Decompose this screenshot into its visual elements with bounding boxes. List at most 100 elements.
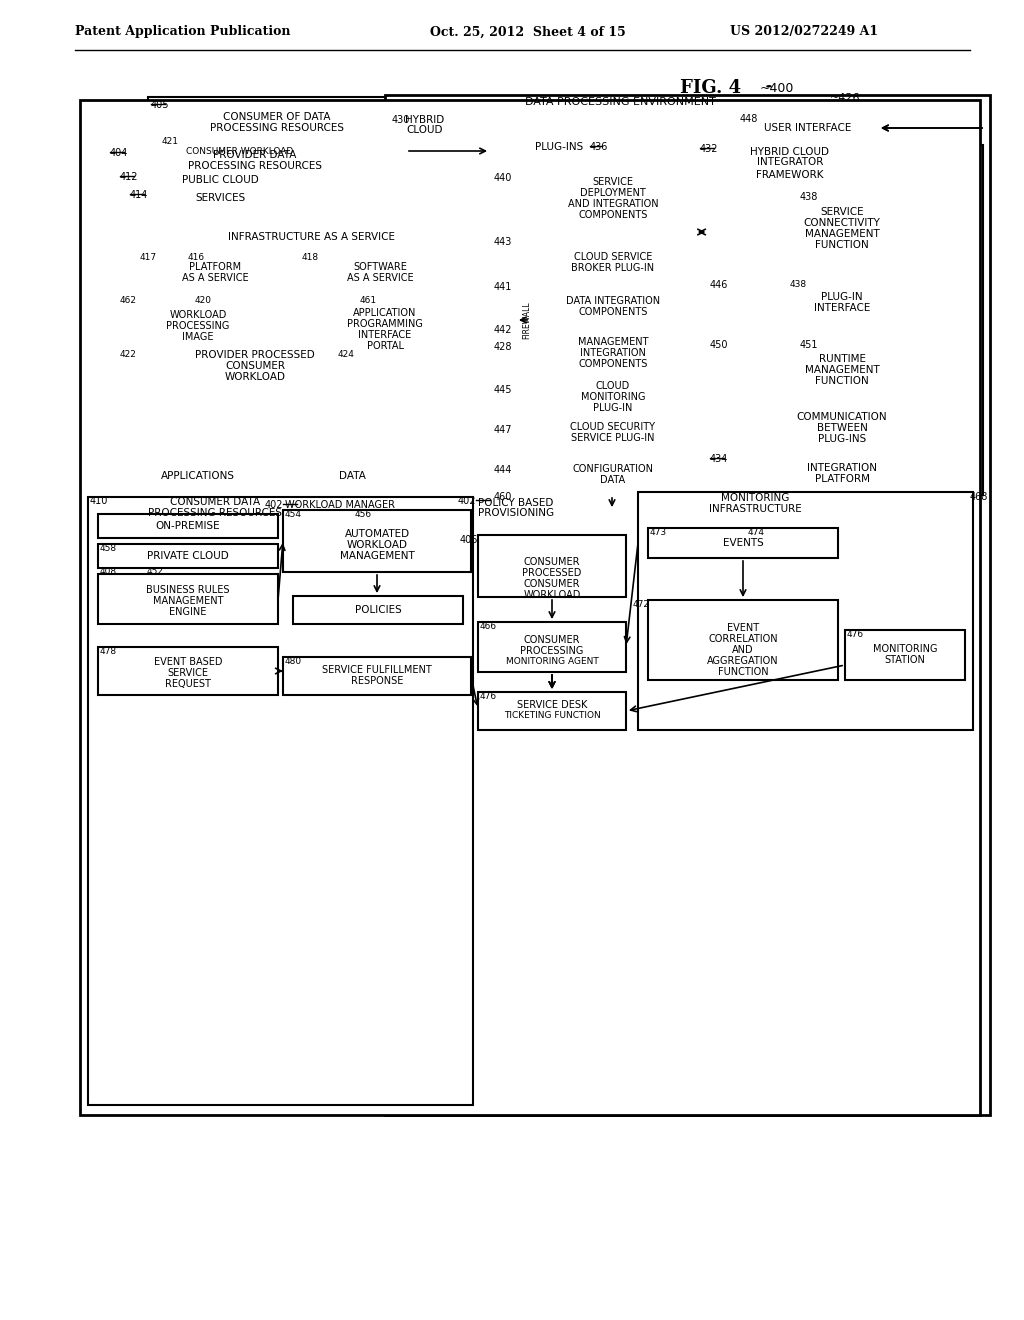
Text: 473: 473 xyxy=(650,528,667,537)
Text: PROGRAMMING: PROGRAMMING xyxy=(347,319,423,329)
Text: 468: 468 xyxy=(970,492,988,502)
Bar xyxy=(283,510,471,572)
Text: PLUG-INS: PLUG-INS xyxy=(818,434,866,444)
Bar xyxy=(162,140,317,162)
Bar xyxy=(638,492,973,730)
Text: PLUG-IN: PLUG-IN xyxy=(821,292,863,302)
Text: CLOUD: CLOUD xyxy=(407,125,443,135)
Text: AGGREGATION: AGGREGATION xyxy=(708,656,779,667)
Text: PROCESSING RESOURCES: PROCESSING RESOURCES xyxy=(148,508,282,517)
Text: POLICY BASED: POLICY BASED xyxy=(478,498,553,508)
Bar xyxy=(80,100,980,1115)
Text: CONSUMER DATA: CONSUMER DATA xyxy=(170,498,260,507)
Text: 408: 408 xyxy=(100,568,117,576)
Bar xyxy=(118,173,498,255)
Text: 424: 424 xyxy=(338,350,355,359)
Text: PLUG-IN: PLUG-IN xyxy=(593,403,633,413)
Text: COMPONENTS: COMPONENTS xyxy=(579,210,648,220)
Text: 476: 476 xyxy=(847,630,864,639)
Text: SERVICE: SERVICE xyxy=(593,177,634,187)
Text: CONSUMER: CONSUMER xyxy=(523,557,581,568)
Text: PROCESSING RESOURCES: PROCESSING RESOURCES xyxy=(210,123,344,133)
Text: FUNCTION: FUNCTION xyxy=(718,667,768,677)
Bar xyxy=(648,528,838,558)
Bar xyxy=(118,462,278,490)
Text: Oct. 25, 2012  Sheet 4 of 15: Oct. 25, 2012 Sheet 4 of 15 xyxy=(430,25,626,38)
Text: DATA INTEGRATION: DATA INTEGRATION xyxy=(566,296,660,306)
Text: PROCESSED: PROCESSED xyxy=(522,568,582,578)
Text: 406: 406 xyxy=(460,535,478,545)
Bar xyxy=(98,513,278,539)
Bar xyxy=(540,455,686,492)
Bar xyxy=(108,145,508,495)
Text: 428: 428 xyxy=(494,342,512,352)
Text: SERVICE DESK: SERVICE DESK xyxy=(517,700,587,710)
Text: 451: 451 xyxy=(800,341,818,350)
Bar xyxy=(708,341,976,392)
Bar xyxy=(300,253,460,290)
Text: CLOUD SECURITY: CLOUD SECURITY xyxy=(570,422,655,432)
Text: PROVIDER DATA: PROVIDER DATA xyxy=(213,150,297,160)
Text: PLATFORM: PLATFORM xyxy=(189,261,241,272)
Text: PUBLIC CLOUD: PUBLIC CLOUD xyxy=(181,176,258,185)
Text: RESPONSE: RESPONSE xyxy=(351,676,403,686)
Text: ~400: ~400 xyxy=(760,82,795,95)
Text: 430: 430 xyxy=(392,115,411,125)
Text: MANAGEMENT: MANAGEMENT xyxy=(340,550,415,561)
Text: 404: 404 xyxy=(110,148,128,158)
Text: APPLICATIONS: APPLICATIONS xyxy=(161,471,234,480)
Text: HYBRID CLOUD: HYBRID CLOUD xyxy=(751,147,829,157)
Text: INTEGRATION: INTEGRATION xyxy=(580,348,646,358)
Text: CONSUMER: CONSUMER xyxy=(523,635,581,645)
Text: 476: 476 xyxy=(480,692,497,701)
Text: CLOUD SERVICE: CLOUD SERVICE xyxy=(573,252,652,261)
Text: ON-PREMISE: ON-PREMISE xyxy=(156,521,220,531)
Text: 462: 462 xyxy=(120,296,137,305)
Text: AND INTEGRATION: AND INTEGRATION xyxy=(567,199,658,209)
Text: SOFTWARE: SOFTWARE xyxy=(353,261,407,272)
Bar xyxy=(648,601,838,680)
Text: USER INTERFACE: USER INTERFACE xyxy=(764,123,852,133)
Text: MONITORING: MONITORING xyxy=(721,492,790,503)
Text: 402: 402 xyxy=(458,496,476,506)
Text: PROCESSING: PROCESSING xyxy=(166,321,229,331)
Text: 456: 456 xyxy=(355,510,372,519)
Text: PROVISIONING: PROVISIONING xyxy=(478,508,554,517)
Text: 454: 454 xyxy=(285,510,302,519)
Text: 452: 452 xyxy=(147,568,164,576)
Bar xyxy=(540,374,686,411)
Text: 418: 418 xyxy=(302,253,319,261)
Text: INTERFACE: INTERFACE xyxy=(814,304,870,313)
Text: 412: 412 xyxy=(120,172,138,182)
Text: 445: 445 xyxy=(494,385,512,395)
Bar xyxy=(708,454,976,492)
Bar xyxy=(138,224,486,249)
Text: FUNCTION: FUNCTION xyxy=(815,376,869,385)
Text: SERVICE: SERVICE xyxy=(168,668,209,678)
Bar xyxy=(845,630,965,680)
Text: 461: 461 xyxy=(360,296,377,305)
Bar xyxy=(530,140,693,495)
Text: MANAGEMENT: MANAGEMENT xyxy=(578,337,648,347)
Text: MONITORING: MONITORING xyxy=(581,392,645,403)
Text: SERVICES: SERVICES xyxy=(195,193,245,203)
Text: CONNECTIVITY: CONNECTIVITY xyxy=(804,218,881,228)
Bar xyxy=(478,535,626,597)
Text: 416: 416 xyxy=(188,253,205,261)
Bar xyxy=(738,115,878,143)
Text: COMPONENTS: COMPONENTS xyxy=(579,359,648,370)
Text: 405: 405 xyxy=(151,100,170,110)
Text: EVENT BASED: EVENT BASED xyxy=(154,657,222,667)
Text: PORTAL: PORTAL xyxy=(367,341,403,351)
Bar xyxy=(138,253,293,290)
Bar xyxy=(478,692,626,730)
Bar xyxy=(478,622,626,672)
Text: 402: 402 xyxy=(264,500,283,510)
Text: MONITORING AGENT: MONITORING AGENT xyxy=(506,657,598,667)
Bar xyxy=(293,597,463,624)
Text: DATA: DATA xyxy=(600,475,626,484)
Text: SERVICE FULFILLMENT: SERVICE FULFILLMENT xyxy=(323,665,432,675)
Text: TICKETING FUNCTION: TICKETING FUNCTION xyxy=(504,711,600,721)
Bar xyxy=(540,242,686,282)
Text: IMAGE: IMAGE xyxy=(182,333,214,342)
